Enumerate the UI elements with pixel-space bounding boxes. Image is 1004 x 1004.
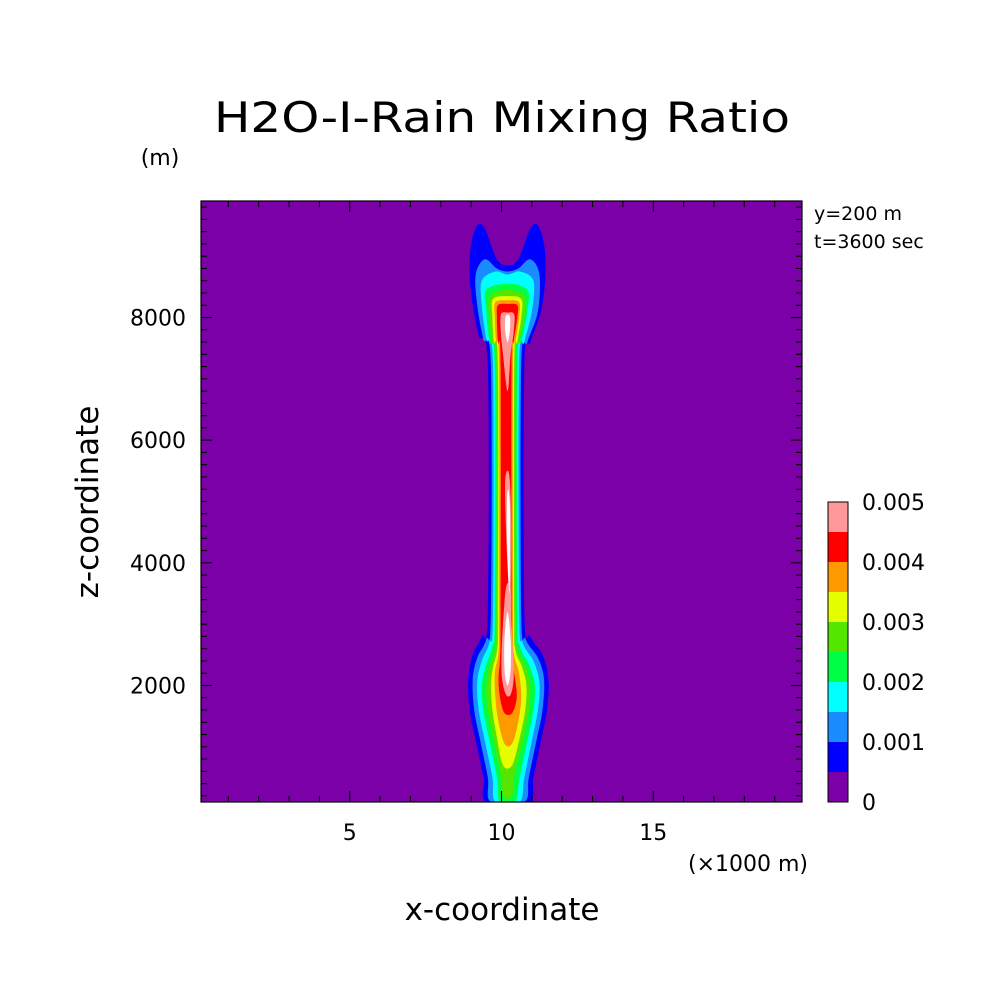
y-unit-label: (m) <box>141 146 180 171</box>
x-axis-label: x-coordinate <box>405 892 600 928</box>
colorbar-swatch-9 <box>828 502 848 532</box>
x-axis-tick-labels: 5 10 15 <box>343 821 668 846</box>
colorbar-label-0: 0 <box>862 791 876 816</box>
contour-band-12 <box>506 489 510 594</box>
colorbar-swatch-0 <box>828 772 848 802</box>
colorbar-label-5: 0.005 <box>862 491 925 516</box>
colorbar-swatch-7 <box>828 562 848 592</box>
axis-ticks <box>201 201 802 802</box>
colorbar-label-3: 0.003 <box>862 611 925 636</box>
x-tick-label-10: 10 <box>488 821 516 846</box>
x-tick-label-15: 15 <box>639 821 667 846</box>
colorbar-tick-labels: 0 0.001 0.002 0.003 0.004 0.005 <box>862 491 925 816</box>
contour-band-13 <box>504 314 511 343</box>
annotation-y: y=200 m <box>814 203 902 225</box>
y-tick-label-2000: 2000 <box>130 674 186 699</box>
y-axis-label: z-coordinate <box>70 406 106 599</box>
colorbar-swatch-6 <box>828 592 848 622</box>
y-axis-tick-labels: 2000 4000 6000 8000 <box>130 307 186 700</box>
colorbar <box>827 501 849 803</box>
contour-bands <box>467 223 549 802</box>
y-tick-label-8000: 8000 <box>130 307 186 332</box>
contour-band-11 <box>504 611 511 686</box>
colorbar-swatch-5 <box>828 622 848 652</box>
contour-band-10 <box>500 312 515 392</box>
colorbar-frame <box>827 501 849 803</box>
colorbar-swatch-2 <box>828 712 848 742</box>
annotation-t: t=3600 sec <box>814 231 924 253</box>
annotation-group: y=200 m t=3600 sec <box>814 203 924 253</box>
x-unit-label: (×1000 m) <box>688 852 808 877</box>
y-tick-label-4000: 4000 <box>130 552 186 577</box>
colorbar-label-1: 0.001 <box>862 731 925 756</box>
colorbar-label-4: 0.004 <box>862 551 925 576</box>
colorbar-label-2: 0.002 <box>862 671 925 696</box>
colorbar-swatch-8 <box>828 532 848 562</box>
colorbar-swatch-1 <box>828 742 848 772</box>
y-tick-label-6000: 6000 <box>130 429 186 454</box>
chart-title: H2O-I-Rain Mixing Ratio <box>214 93 790 142</box>
x-tick-label-5: 5 <box>343 821 357 846</box>
colorbar-swatch-4 <box>828 652 848 682</box>
colorbar-swatch-3 <box>828 682 848 712</box>
